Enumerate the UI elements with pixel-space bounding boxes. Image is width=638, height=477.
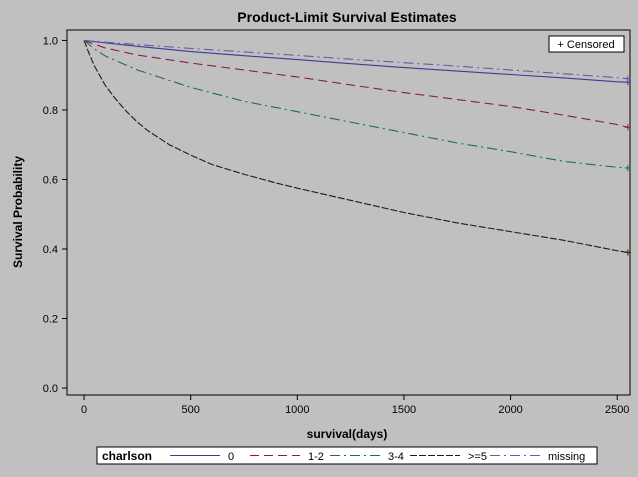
censored-marks — [624, 75, 631, 256]
y-tick-label: 0.8 — [43, 105, 58, 117]
series-legend-box — [96, 446, 598, 465]
censored-legend: + Censored — [548, 35, 625, 53]
legend-label: >=5 — [468, 451, 487, 463]
series-legend: charlson 0 1-2 3-4 >=5 missing — [96, 446, 598, 465]
x-tick-label: 2000 — [498, 404, 522, 416]
series-lines — [83, 39, 629, 254]
censored-mark — [624, 249, 631, 256]
plot-area-background — [67, 30, 630, 395]
legend-title: charlson — [102, 449, 152, 463]
x-tick-label: 0 — [81, 404, 87, 416]
y-tick-label: 0.2 — [43, 314, 58, 326]
series-line-1 — [83, 39, 629, 128]
x-tick-label: 1000 — [285, 404, 309, 416]
series-line-2 — [83, 40, 628, 169]
x-tick-label: 1500 — [392, 404, 416, 416]
chart-title: Product-Limit Survival Estimates — [237, 9, 457, 25]
censored-legend-box — [548, 35, 625, 53]
x-tick-label: 2500 — [605, 404, 629, 416]
legend-entry: 3-4 — [330, 451, 404, 463]
legend-entries: 0 1-2 3-4 >=5 missing — [170, 451, 585, 463]
y-tick-label: 1.0 — [43, 35, 58, 47]
censored-legend-label: + Censored — [557, 39, 614, 51]
y-tick-label: 0.6 — [43, 174, 58, 186]
legend-label: missing — [548, 451, 585, 463]
axes: 0 500 1000 1500 2000 2500 0.0 0.2 0.4 0.6 0.8 1.0 — [43, 35, 630, 416]
series-line-4 — [84, 39, 628, 80]
legend-entry: 0 — [170, 451, 234, 463]
series-line-0 — [83, 39, 628, 83]
legend-label: 1-2 — [308, 451, 324, 463]
plot-frame — [66, 29, 631, 396]
x-tick-label: 500 — [182, 404, 200, 416]
legend-entry: >=5 — [410, 451, 487, 463]
y-axis-label: Survival Probability — [11, 156, 25, 268]
legend-entry: 1-2 — [250, 451, 324, 463]
y-tick-label: 0.0 — [43, 383, 58, 395]
legend-label: 0 — [228, 451, 234, 463]
censored-mark — [624, 165, 631, 172]
legend-entry: missing — [490, 451, 585, 463]
censored-mark — [624, 124, 631, 131]
censored-mark — [624, 75, 631, 82]
series-line-3 — [83, 40, 628, 254]
x-axis-label: survival(days) — [307, 427, 388, 441]
y-tick-label: 0.4 — [43, 244, 58, 256]
legend-label: 3-4 — [388, 451, 404, 463]
